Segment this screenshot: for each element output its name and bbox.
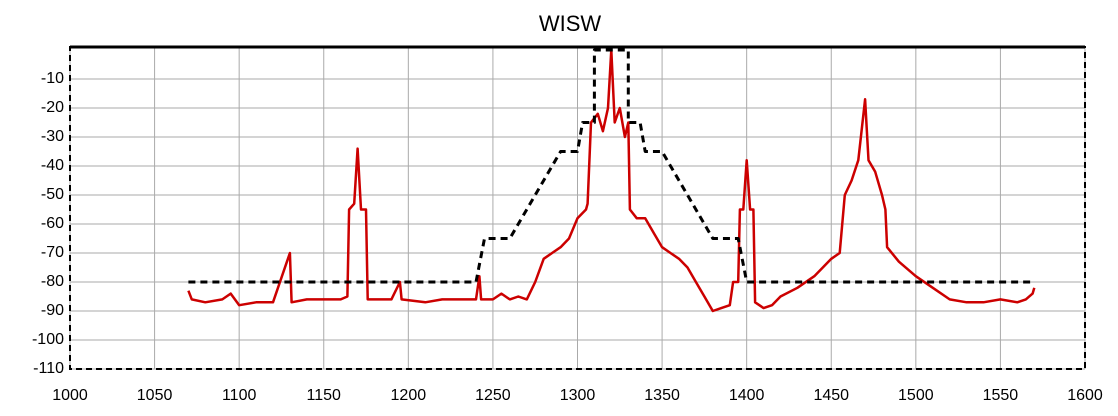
x-tick-label: 1450: [813, 387, 849, 404]
y-tick-label: -110: [33, 360, 64, 377]
x-tick-label: 1400: [729, 387, 765, 404]
y-tick-label: -50: [41, 186, 64, 203]
y-tick-label: -10: [41, 70, 64, 87]
y-tick-label: -20: [41, 99, 64, 116]
x-tick-label: 1500: [898, 387, 934, 404]
y-tick-label: -80: [41, 273, 64, 290]
series-line: [187, 48, 1036, 313]
y-tick-label: -70: [41, 244, 64, 261]
x-tick-label: 1250: [475, 387, 511, 404]
x-tick-label: 1150: [307, 387, 342, 404]
x-tick-label: 1600: [1067, 387, 1103, 404]
x-tick-label: 1050: [137, 387, 173, 404]
plot-frame: [69, 46, 1086, 370]
x-tick-label: 1200: [391, 387, 427, 404]
y-tick-label: -100: [32, 331, 64, 348]
x-tick-label: 1000: [52, 387, 88, 404]
y-tick-label: -40: [41, 157, 64, 174]
x-tick-label: 1300: [560, 387, 596, 404]
x-tick-label: 1100: [222, 387, 257, 404]
x-tick-label: 1350: [644, 387, 680, 404]
y-tick-label: -30: [41, 128, 64, 145]
y-tick-label: -90: [41, 302, 64, 319]
y-tick-label: -60: [41, 215, 64, 232]
chart-title: WISW: [539, 11, 602, 36]
series-line: [188, 48, 1035, 284]
x-tick-label: 1550: [983, 387, 1019, 404]
